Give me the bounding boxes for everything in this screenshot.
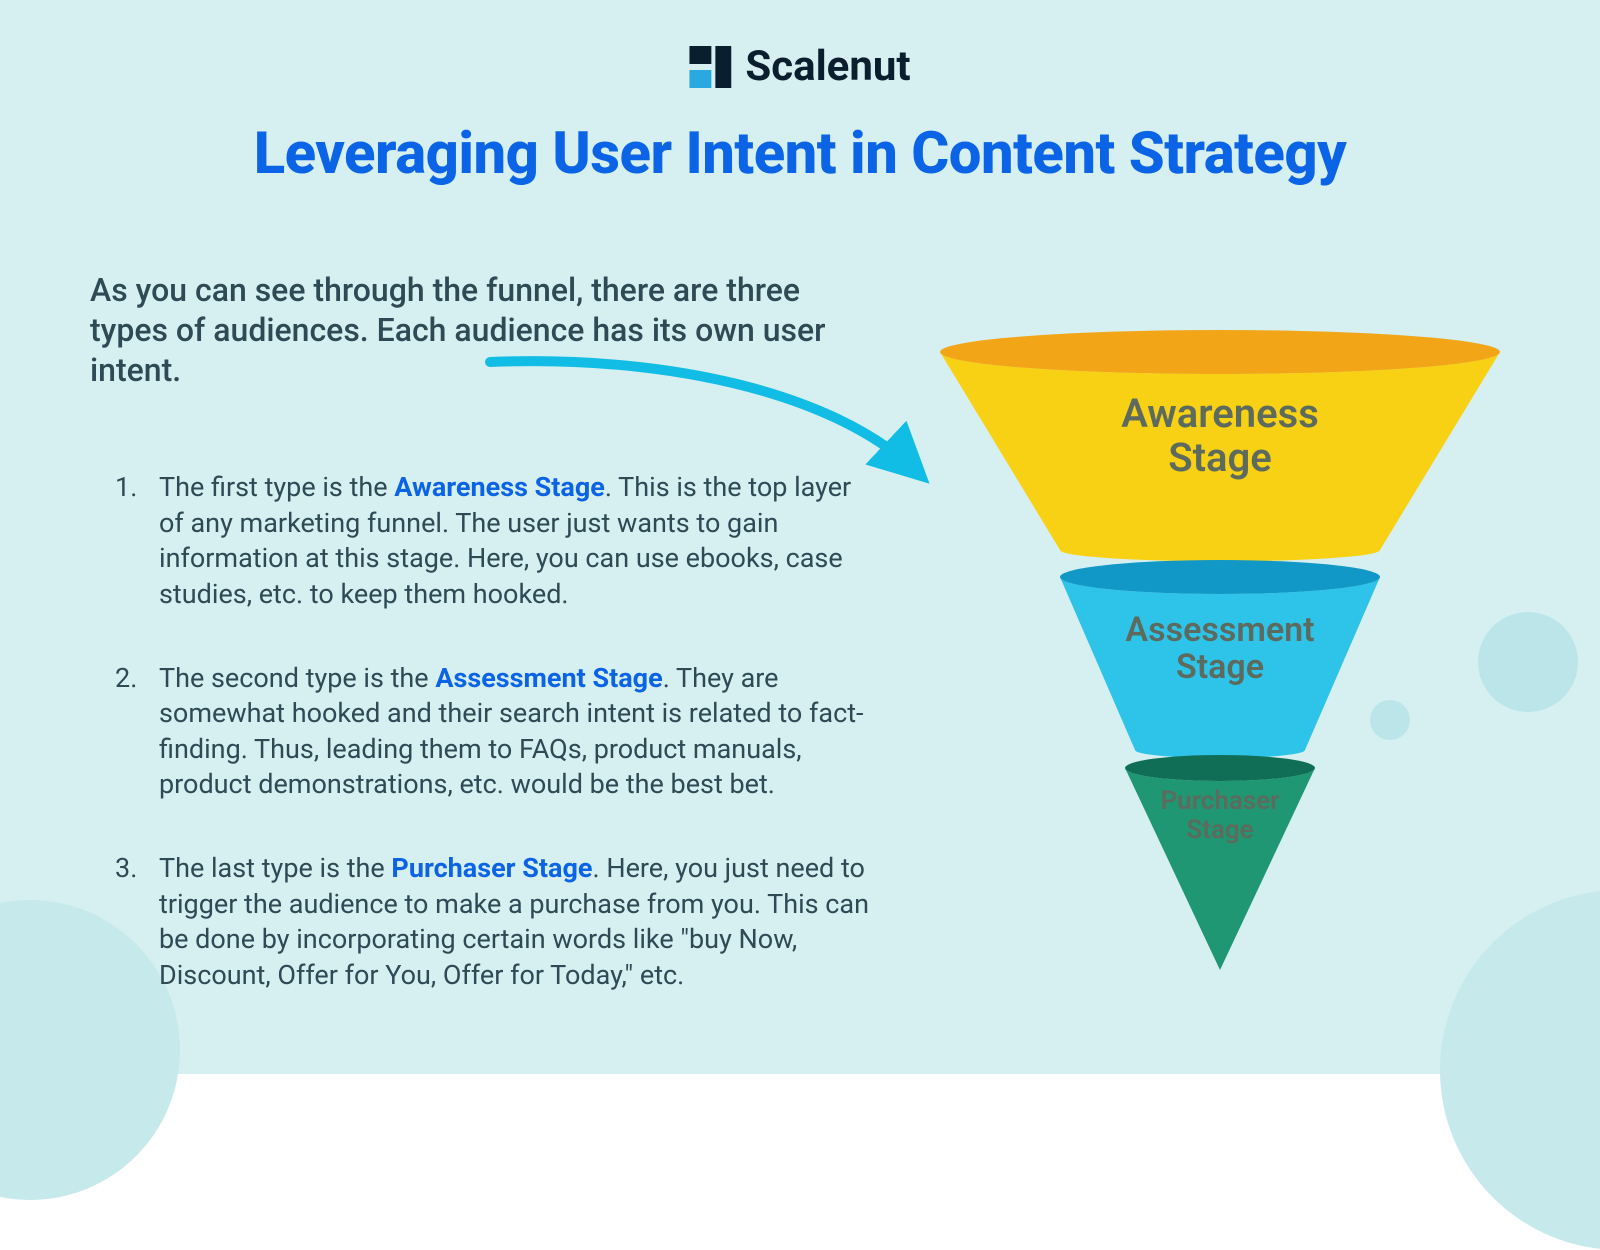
stages-list: The first type is the Awareness Stage. T… — [115, 470, 875, 1042]
list-item: The last type is the Purchaser Stage. He… — [115, 851, 875, 994]
list-keyword: Assessment Stage — [435, 662, 662, 694]
funnel-diagram: AwarenessStageAssessmentStagePurchaserSt… — [940, 330, 1500, 980]
funnel-stage-rim — [1125, 755, 1315, 781]
arrow-icon — [480, 350, 940, 500]
list-text-prefix: The last type is the — [159, 852, 391, 884]
funnel-stage-body — [1125, 768, 1315, 970]
list-item: The second type is the Assessment Stage.… — [115, 661, 875, 804]
page-title: Leveraging User Intent in Content Strate… — [0, 120, 1600, 188]
brand-logo-icon — [689, 46, 731, 88]
funnel-stage-rim — [940, 330, 1500, 374]
infographic-canvas: Scalenut Leveraging User Intent in Conte… — [0, 0, 1600, 1074]
funnel-stage-rim — [1060, 560, 1380, 594]
funnel-stage-body — [1060, 577, 1380, 758]
list-text-prefix: The second type is the — [159, 662, 435, 694]
brand-name: Scalenut — [745, 42, 910, 91]
funnel-stage-body — [940, 352, 1500, 561]
list-keyword: Purchaser Stage — [391, 852, 592, 884]
list-text-prefix: The first type is the — [159, 471, 394, 503]
brand-lockup: Scalenut — [689, 42, 910, 91]
